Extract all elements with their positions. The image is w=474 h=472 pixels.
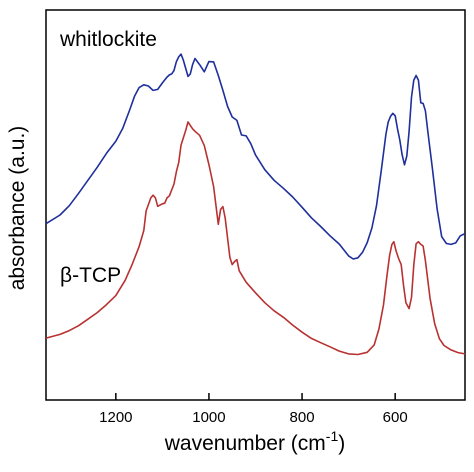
x-axis-label-sup: -1 (326, 428, 339, 444)
series-line-whitlockite (45, 53, 466, 260)
series-group (45, 53, 466, 356)
x-axis-label: wavenumber (cm-1) (164, 428, 346, 455)
series-line-beta-tcp (45, 121, 466, 356)
x-tick-label: 600 (383, 409, 408, 426)
x-ticks: 1200 1000 800 600 (99, 393, 408, 426)
plot-frame (45, 9, 466, 401)
y-axis-label: absorbance (a.u.) (6, 126, 29, 291)
x-tick-label: 800 (290, 409, 315, 426)
x-tick-label: 1000 (192, 409, 225, 426)
x-axis-label-close: ) (338, 432, 345, 455)
annotation-beta-tcp: β-TCP (60, 264, 121, 287)
annotation-whitlockite: whitlockite (59, 28, 157, 51)
x-tick-label: 1200 (99, 409, 132, 426)
x-axis-label-main: wavenumber (cm (164, 432, 326, 455)
